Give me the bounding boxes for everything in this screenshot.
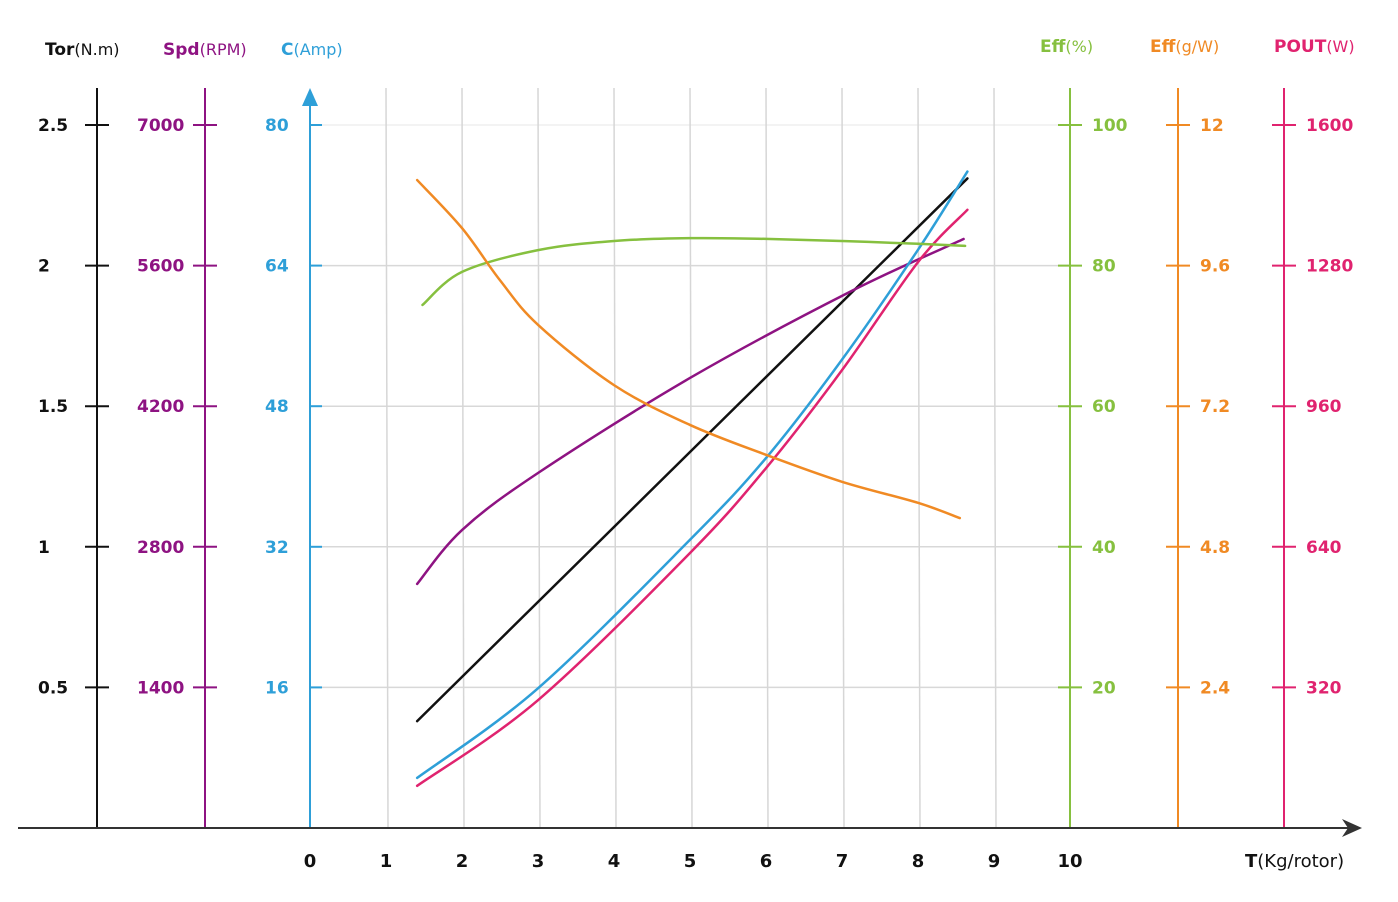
x-axis-title: T(Kg/rotor) <box>1245 851 1344 872</box>
axis-title-name: Eff <box>1040 37 1066 57</box>
tick-label-tor: 2.5 <box>38 116 68 136</box>
series-line-amp <box>415 170 969 780</box>
tick-label-amp: 32 <box>265 538 289 558</box>
tick-label-spd: 5600 <box>137 257 184 277</box>
x-tick-label: 2 <box>456 851 469 872</box>
tick-label-amp: 64 <box>265 257 289 277</box>
axis-arrow-icon <box>302 88 318 106</box>
tick-label-effp: 20 <box>1092 678 1116 698</box>
series-line-tor <box>415 177 969 723</box>
axis-title-name: C <box>281 40 293 60</box>
x-tick-label: 7 <box>836 851 849 872</box>
x-tick-label: 9 <box>988 851 1001 872</box>
axis-title-unit: (N.m) <box>74 40 119 59</box>
axis-title-name: Tor <box>45 40 75 60</box>
axis-title-amp: C(Amp) <box>281 40 343 60</box>
axis-title-unit: (Amp) <box>293 40 342 59</box>
v-gridline <box>841 87 845 829</box>
tick-label-effg: 2.4 <box>1200 678 1230 698</box>
tick-label-spd: 2800 <box>137 538 184 558</box>
tick-label-pout: 1280 <box>1306 257 1353 277</box>
v-gridline <box>385 87 389 829</box>
axis-title-name: Eff <box>1150 37 1176 57</box>
tick-label-effg: 12 <box>1200 116 1224 136</box>
x-tick-label: 6 <box>760 851 773 872</box>
tick-label-pout: 1600 <box>1306 116 1353 136</box>
x-axis-arrow-icon <box>1342 819 1362 837</box>
x-tick-label: 8 <box>912 851 925 872</box>
tick-label-amp: 80 <box>265 116 289 136</box>
series-line-spd <box>415 237 965 586</box>
v-gridline <box>993 87 997 829</box>
tick-label-pout: 960 <box>1306 397 1342 417</box>
axis-title-unit: (RPM) <box>200 40 247 59</box>
series-line-pout <box>415 208 969 788</box>
tick-label-tor: 2 <box>38 257 50 277</box>
axis-title-name: Spd <box>163 40 200 60</box>
tick-label-effp: 60 <box>1092 397 1116 417</box>
axis-title-unit: (g/W) <box>1175 37 1219 56</box>
axes: Tor(N.m) 0.5 1 1.5 2 2.5 Spd(RPM) 1400 2800 4200 5… <box>38 37 1355 828</box>
tick-label-amp: 16 <box>265 678 289 698</box>
x-axis: 0 1 2 3 4 5 6 7 8 9 10 T(Kg/rotor) <box>18 819 1362 872</box>
tick-label-spd: 1400 <box>137 678 184 698</box>
axis-title-tor: Tor(N.m) <box>45 40 120 60</box>
v-gridline <box>917 87 921 829</box>
v-gridline <box>613 87 617 829</box>
series <box>415 170 969 788</box>
v-gridline <box>689 87 693 829</box>
axis-title-name: POUT <box>1274 37 1327 57</box>
axis-title-unit: (%) <box>1065 37 1093 56</box>
tick-label-tor: 1 <box>38 538 50 558</box>
v-gridline <box>537 87 541 829</box>
tick-label-spd: 4200 <box>137 397 184 417</box>
axis-title-effg: Eff(g/W) <box>1150 37 1219 57</box>
axis-title-spd: Spd(RPM) <box>163 40 247 60</box>
tick-label-effg: 9.6 <box>1200 257 1230 277</box>
x-axis-title-unit: (Kg/rotor) <box>1257 851 1344 872</box>
tick-label-pout: 640 <box>1306 538 1342 558</box>
tick-label-tor: 1.5 <box>38 397 68 417</box>
tick-label-pout: 320 <box>1306 678 1342 698</box>
tick-label-amp: 48 <box>265 397 289 417</box>
axis-title-unit: (W) <box>1326 37 1354 56</box>
x-tick-label: 4 <box>608 851 621 872</box>
tick-label-effg: 4.8 <box>1200 538 1230 558</box>
tick-label-spd: 7000 <box>137 116 184 136</box>
tick-label-effp: 80 <box>1092 257 1116 277</box>
v-gridline <box>461 87 465 829</box>
tick-label-tor: 0.5 <box>38 678 68 698</box>
x-tick-label: 5 <box>684 851 697 872</box>
x-tick-label: 3 <box>532 851 545 872</box>
x-tick-label: 1 <box>380 851 393 872</box>
series-line-effg <box>415 178 962 520</box>
tick-label-effg: 7.2 <box>1200 397 1230 417</box>
x-tick-label: 0 <box>304 851 317 872</box>
x-axis-title-name: T <box>1245 851 1258 872</box>
tick-label-effp: 100 <box>1092 116 1128 136</box>
axis-title-effp: Eff(%) <box>1040 37 1093 57</box>
series-line-effp <box>421 236 967 307</box>
x-tick-label: 10 <box>1057 851 1082 872</box>
tick-label-effp: 40 <box>1092 538 1116 558</box>
grid <box>310 87 1070 829</box>
axis-title-pout: POUT(W) <box>1274 37 1355 57</box>
